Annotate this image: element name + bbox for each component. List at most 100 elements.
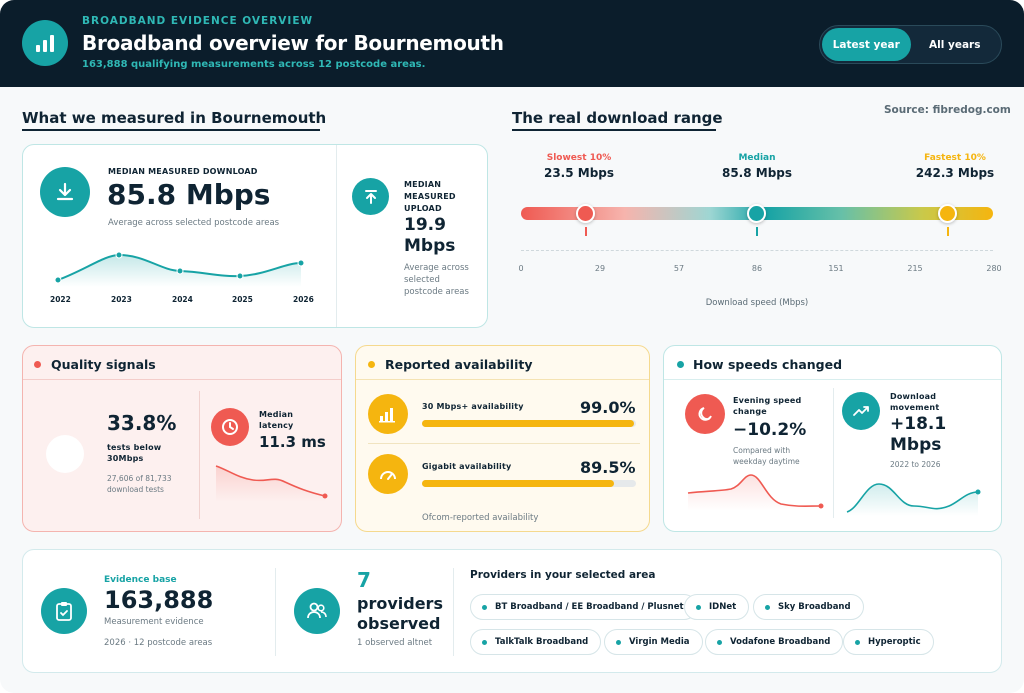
- header-subtitle: 163,888 qualifying measurements across 1…: [82, 59, 426, 70]
- clock-icon: [211, 408, 249, 446]
- provider-dot: [696, 604, 701, 610]
- fastest-value: 242.3 Mbps: [915, 166, 995, 180]
- page-title: Broadband overview for Bournemouth: [82, 31, 504, 55]
- evening-caption: Evening speed change: [733, 396, 802, 416]
- quality-donut: [46, 435, 84, 473]
- quality-title: Quality signals: [51, 357, 156, 372]
- range-tick: 57: [673, 264, 685, 273]
- provider-dot: [616, 639, 621, 645]
- provider-dot: [855, 639, 860, 645]
- fastest-tick: [947, 227, 949, 236]
- evidence-card: Evidence base 163,888 Measurement eviden…: [22, 549, 1002, 673]
- availability-row2-value: 89.5%: [580, 458, 636, 477]
- availability-row-divider: [368, 443, 640, 444]
- slowest-label: Slowest 10%: [546, 153, 612, 163]
- providers-title: Providers in your selected area: [470, 569, 656, 581]
- providers-count: 7: [357, 568, 371, 592]
- provider-dot: [717, 639, 722, 645]
- speedometer-icon: [368, 454, 408, 494]
- availability-row1-label: 30 Mbps+ availability: [422, 402, 524, 411]
- range-section-title: The real download range: [512, 109, 723, 127]
- range-tick: 86: [751, 264, 763, 273]
- availability-row1-fill: [422, 420, 634, 427]
- provider-label: Virgin Media: [629, 637, 690, 647]
- range-tick: 0: [518, 264, 524, 273]
- range-tick: 151: [828, 264, 844, 273]
- provider-label: Hyperoptic: [868, 637, 921, 647]
- evening-trend-chart: [687, 474, 824, 511]
- availability-row2-bar: [422, 480, 636, 487]
- median-tick: [756, 227, 758, 236]
- provider-chip[interactable]: Virgin Media: [604, 629, 703, 655]
- availability-row1-value: 99.0%: [580, 398, 636, 417]
- header: BROADBAND EVIDENCE OVERVIEW Broadband ov…: [0, 0, 1024, 87]
- availability-dot: [368, 361, 375, 368]
- provider-chip[interactable]: TalkTalk Broadband: [470, 629, 602, 655]
- movement-value: +18.1 Mbps: [890, 414, 947, 455]
- download-note: Average across selected postcode areas: [108, 218, 280, 228]
- availability-title-divider: [356, 379, 649, 380]
- year-label: 2026: [293, 295, 314, 304]
- download-value: 85.8 Mbps: [107, 178, 271, 211]
- range-axis-line: [521, 250, 993, 251]
- fastest-marker: [938, 204, 957, 223]
- changes-dot: [677, 361, 684, 368]
- year-label: 2023: [111, 295, 132, 304]
- providers-word1: providers: [357, 594, 443, 613]
- measured-underline: [22, 129, 320, 131]
- availability-title: Reported availability: [385, 357, 533, 372]
- upload-value: 19.9 Mbps: [404, 215, 456, 256]
- slowest-value: 23.5 Mbps: [543, 166, 615, 180]
- trending-up-icon: [842, 392, 880, 430]
- provider-label: Vodafone Broadband: [730, 637, 831, 647]
- evidence-note1: Measurement evidence: [104, 617, 204, 627]
- card-divider: [336, 145, 337, 327]
- download-trend-chart: [54, 251, 305, 287]
- availability-row1-bar: [422, 420, 636, 427]
- movement-note: 2022 to 2026: [890, 460, 941, 469]
- signal-bars-icon: [368, 394, 408, 434]
- provider-chip[interactable]: IDNet: [684, 594, 750, 620]
- movement-caption: Download movement: [890, 392, 940, 412]
- latest-year-button[interactable]: Latest year: [822, 28, 911, 61]
- below-30-percent: 33.8%: [107, 411, 177, 435]
- provider-chip[interactable]: Hyperoptic: [843, 629, 934, 655]
- changes-title: How speeds changed: [693, 357, 843, 372]
- quality-divider: [199, 391, 200, 519]
- range-underline: [512, 129, 716, 131]
- evidence-note2: 2026 · 12 postcode areas: [104, 638, 213, 648]
- range-tick: 280: [986, 264, 1002, 273]
- upload-icon: [352, 178, 389, 215]
- upload-caption: MEDIAN MEASURED UPLOAD: [404, 180, 456, 213]
- provider-chip[interactable]: Vodafone Broadband: [705, 629, 844, 655]
- providers-word2: observed: [357, 614, 441, 633]
- changes-title-divider: [664, 379, 1001, 380]
- source-label: Source: fibredog.com: [884, 104, 1011, 116]
- evidence-value: 163,888: [104, 586, 214, 614]
- latency-caption: Median latency: [259, 410, 294, 430]
- slowest-tick: [585, 227, 587, 236]
- provider-label: Sky Broadband: [778, 602, 851, 612]
- availability-row2-fill: [422, 480, 614, 487]
- provider-chip[interactable]: BT Broadband / EE Broadband / Plusnet: [470, 594, 697, 620]
- provider-dot: [482, 639, 487, 645]
- moon-icon: [685, 394, 725, 434]
- quality-card: Quality signals 33.8% tests below 30Mbps…: [22, 345, 342, 532]
- provider-label: TalkTalk Broadband: [495, 637, 589, 647]
- provider-dot: [482, 604, 487, 610]
- evidence-divider: [275, 568, 276, 656]
- availability-row2-label: Gigabit availability: [422, 462, 512, 471]
- year-toggle: Latest year All years: [819, 25, 1002, 64]
- availability-note: Ofcom-reported availability: [422, 513, 539, 523]
- median-marker: [747, 204, 766, 223]
- all-years-button[interactable]: All years: [929, 38, 981, 51]
- range-tick: 215: [907, 264, 923, 273]
- median-label: Median: [738, 153, 776, 163]
- latency-value: 11.3 ms: [259, 433, 326, 451]
- download-icon: [40, 167, 90, 217]
- provider-chip[interactable]: Sky Broadband: [753, 594, 864, 620]
- provider-label: IDNet: [709, 602, 737, 612]
- download-caption: MEDIAN MEASURED DOWNLOAD: [108, 167, 258, 176]
- providers-note: 1 observed altnet: [357, 638, 433, 648]
- measured-card: MEDIAN MEASURED DOWNLOAD 85.8 Mbps Avera…: [22, 144, 488, 328]
